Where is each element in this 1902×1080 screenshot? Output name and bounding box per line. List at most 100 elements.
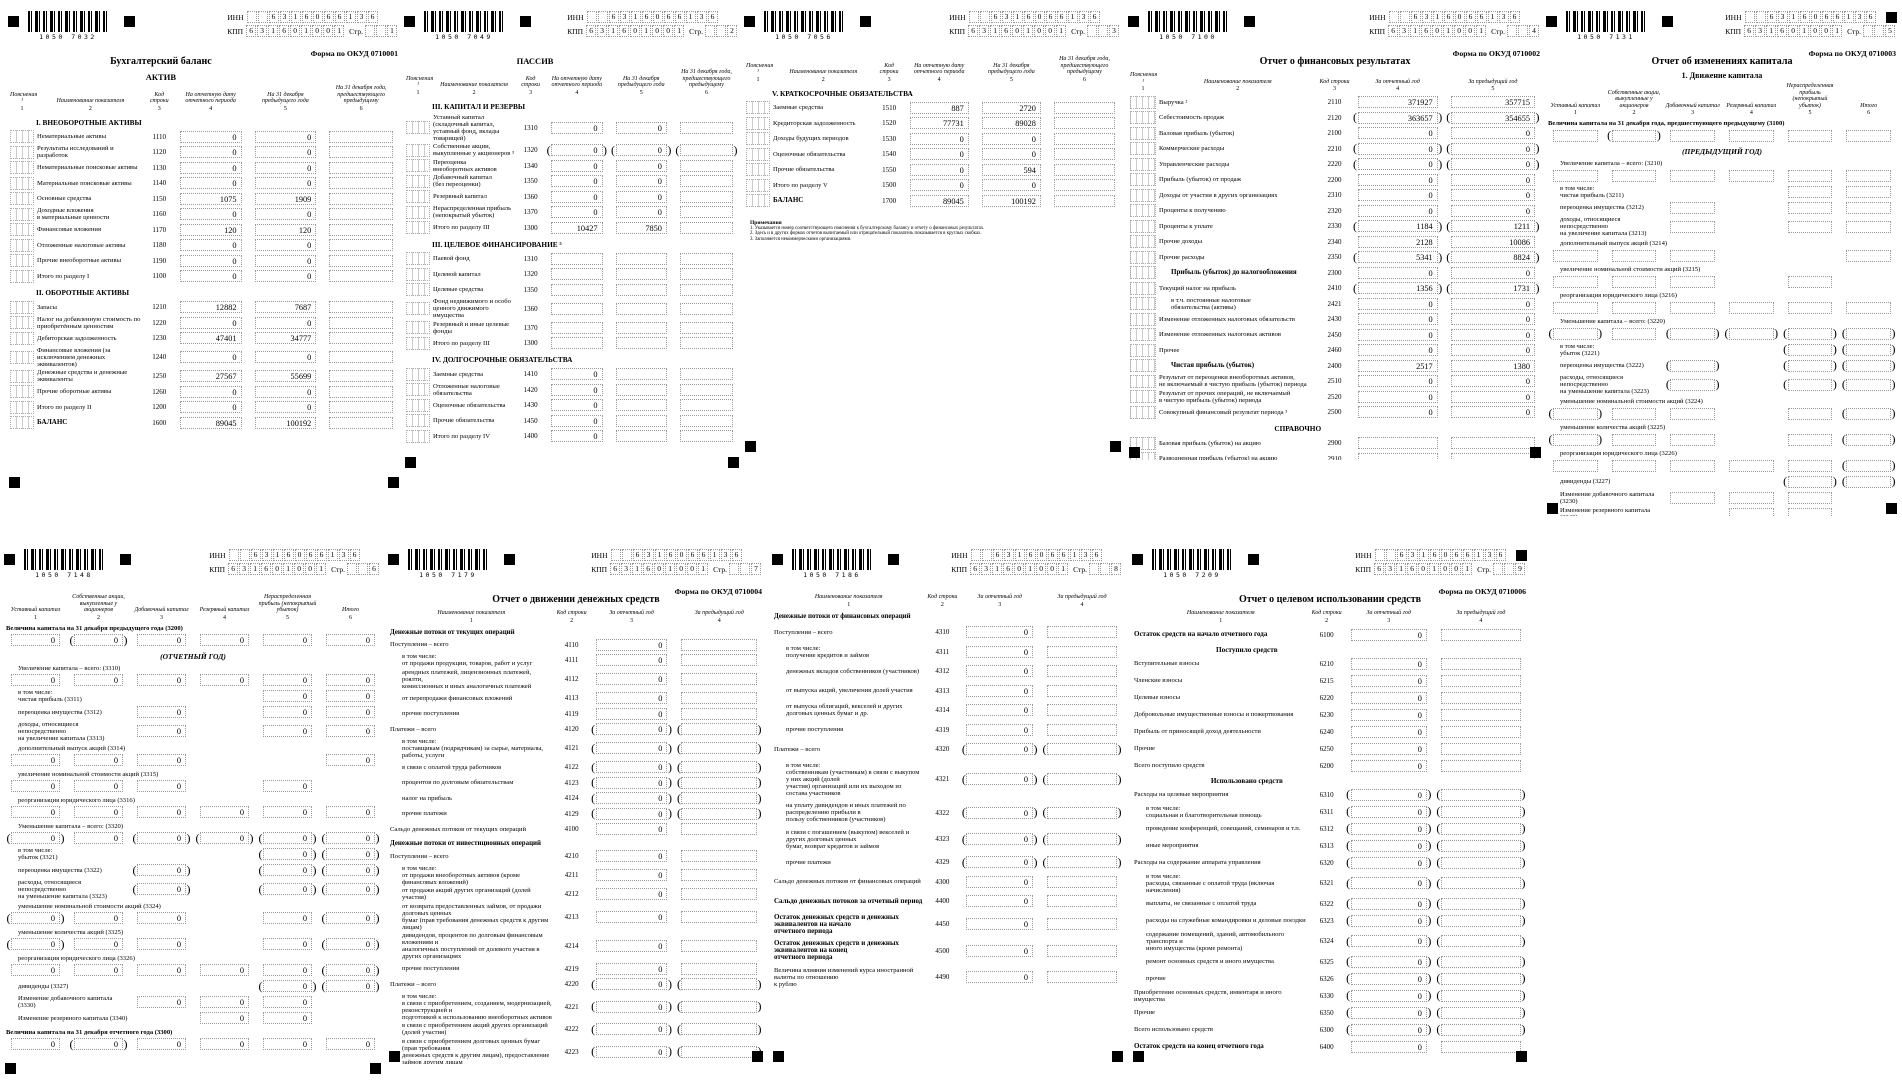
paren-close: ) <box>1832 358 1837 373</box>
kpp-digit-box: 6 <box>619 25 630 37</box>
value-box <box>1440 742 1521 755</box>
paren-open: ( <box>258 830 263 845</box>
row-label: денежных вкладов собственников (участник… <box>786 667 920 675</box>
value-cell: (100192) <box>977 194 1046 207</box>
barcode-number: 1050 7131 <box>1577 33 1635 41</box>
column-number: 3 <box>630 617 634 624</box>
table-row: Добровольные имущественные взносы и поже… <box>1134 708 1526 722</box>
value-cell: () <box>1665 491 1720 504</box>
inn-digit-box: 1 <box>1487 11 1498 23</box>
value-box: 0 <box>11 938 60 951</box>
poyasneniya-box <box>406 190 430 204</box>
column-number: 2 <box>1325 617 1329 624</box>
value-cell: () <box>1783 201 1838 214</box>
value-box: 0 <box>615 206 667 219</box>
poyasneniya-box <box>1130 359 1156 373</box>
value-box: 0 <box>200 964 249 977</box>
row-label: Прочие <box>1134 745 1155 753</box>
value-box: 357715 <box>1450 96 1535 109</box>
row-caption: увеличение номинальной стоимости акций (… <box>18 770 159 778</box>
row-code: 4123 <box>564 778 579 787</box>
paren-open: ( <box>676 721 681 736</box>
value-box <box>615 268 667 281</box>
value-cell: () <box>1724 301 1779 314</box>
paren-open: ( <box>321 862 326 877</box>
row-code: 4223 <box>564 1047 579 1056</box>
section-heading: СПРАВОЧНО <box>1274 424 1322 434</box>
value-box: 0 <box>1350 914 1427 927</box>
paren-close: ) <box>1535 249 1540 264</box>
value-cell: () <box>1436 955 1526 968</box>
row-code: 4122 <box>564 763 579 772</box>
paren-close: ) <box>1427 855 1432 870</box>
paren-close: ) <box>375 830 380 845</box>
row-caption: дополнительный выпуск акций (3314) <box>18 744 126 752</box>
column-headers: Пояснения ¹ Наименование показателя Код ст… <box>746 56 1120 76</box>
kpp-digit-box: 0 <box>1432 25 1443 37</box>
column-headers: Пояснения ¹ Наименование показателя Код ст… <box>406 69 738 89</box>
value-box <box>679 252 733 265</box>
value-cell: () <box>676 776 762 789</box>
paren-open: ( <box>676 790 681 805</box>
value-cell: () <box>324 223 398 236</box>
table-row: содержание помещений, зданий, автомобиль… <box>1134 931 1526 952</box>
row-label: Проценты к уплате <box>1159 222 1213 230</box>
inn-digit-box <box>970 549 981 561</box>
row-label: процентов по долговым обязательствам <box>402 779 514 787</box>
form-title: Бухгалтерский баланс <box>110 56 212 67</box>
row-label: Прибыль (убыток) до налогообложения <box>1171 268 1297 277</box>
title-row: Отчет об изменениях капитала Форма по ОКУ… <box>1546 49 1898 69</box>
value-cell: (5341) <box>1353 250 1443 264</box>
row-code: 1360 <box>523 304 538 313</box>
column-number: 4 <box>1080 601 1084 608</box>
value-cell: (0) <box>1446 313 1540 326</box>
value-cell: () <box>1783 185 1838 198</box>
row-code: 4313 <box>935 686 950 695</box>
inn-kpp-block: ИНН 6 3 1 6 0 6 6 1 3 6 КПП 6 3 1 6 0 1 0 0 1 Стр. 1 <box>227 11 400 39</box>
value-box <box>1787 343 1833 356</box>
paren-close: ) <box>1521 787 1526 802</box>
value-cell: (0) <box>258 863 317 877</box>
value-cell: () <box>611 368 672 381</box>
paren-open: ( <box>1346 875 1351 890</box>
value-cell: () <box>1724 129 1779 142</box>
value-box: 0 <box>1450 328 1535 341</box>
value-cell: (0) <box>977 179 1046 192</box>
inn-digit-box: 6 <box>663 11 674 23</box>
value-cell: () <box>676 741 762 755</box>
value-cell: (34777) <box>250 332 322 345</box>
column-number: 2 <box>1632 110 1636 117</box>
value-box: 1075 <box>179 192 242 205</box>
value-cell: () <box>1607 459 1662 472</box>
value-box <box>1729 507 1774 516</box>
poyasneniya-box <box>1130 111 1156 125</box>
row-label: БАЛАНС <box>773 196 804 205</box>
table-row: Остаток средств на конец отчетного года 6… <box>1134 1040 1526 1054</box>
title-row: Бухгалтерский баланс Форма по ОКУД 071000… <box>8 49 400 69</box>
column-number: 3 <box>157 105 161 112</box>
table-row: в связи с оплатой труда работников 4122(0… <box>390 760 762 774</box>
poyasneniya-box <box>746 163 770 177</box>
table-row: Базовая прибыль (убыток) на акцию2900()(… <box>1130 436 1540 450</box>
kpp-label: КПП <box>567 26 584 36</box>
value-cell: () <box>676 673 762 686</box>
value-cell: (363657) <box>1353 111 1443 124</box>
paren-close: ) <box>757 790 762 805</box>
value-box: 0 <box>966 773 1033 786</box>
column-number: 4 <box>575 89 579 96</box>
table-row: Переоценка внеоборотных активов1340(0)(0… <box>406 159 738 173</box>
value-box <box>1846 359 1891 372</box>
inn-digit-box: 6 <box>1396 549 1407 561</box>
kpp-row: КПП 6 3 1 6 0 1 0 0 1 Стр. 2 <box>567 25 738 37</box>
value-cell: () <box>676 790 762 805</box>
column-header: Наименование показателя <box>437 610 506 616</box>
value-cell: (0) <box>321 674 380 687</box>
paren-close: ) <box>1521 838 1526 853</box>
paren-close: ) <box>1033 831 1038 846</box>
value-box <box>1440 674 1521 687</box>
